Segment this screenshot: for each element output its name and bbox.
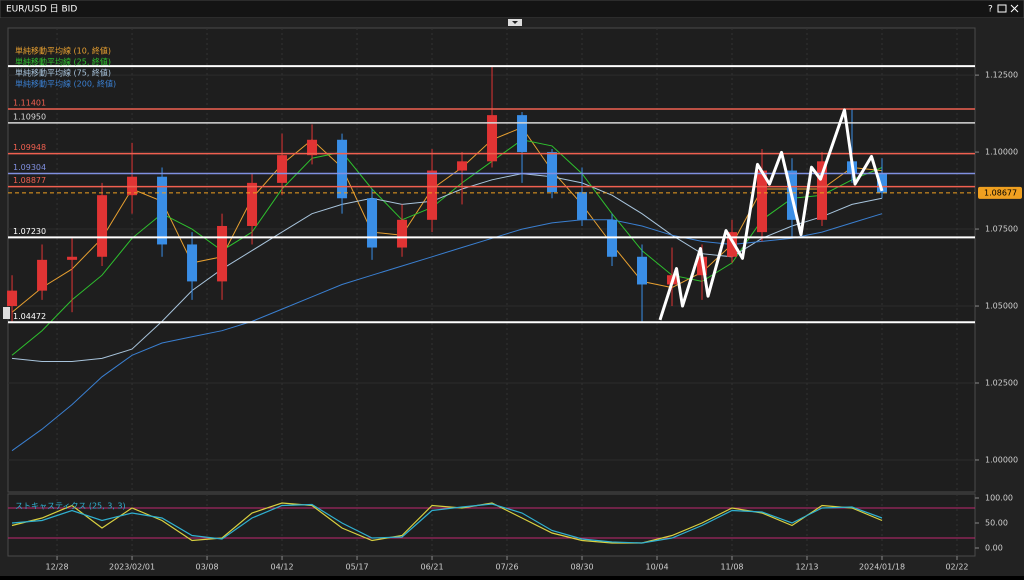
price-panel (7, 27, 976, 493)
x-tick-label: 2024/01/18 (859, 563, 905, 572)
candle-body (757, 170, 768, 233)
candle-body (157, 176, 168, 245)
candle-body (727, 232, 738, 257)
x-tick-label: 12/13 (795, 563, 818, 572)
y-tick-label: 1.00000 (985, 455, 1018, 464)
window-title: EUR/USD 日 BID (6, 4, 77, 15)
candle-body (7, 290, 18, 307)
x-tick-label: 07/26 (495, 563, 518, 572)
candle-body (217, 225, 228, 282)
y-tick-label: 1.02500 (985, 379, 1018, 388)
x-tick-label: 11/08 (720, 563, 743, 572)
x-tick-label: 06/21 (420, 563, 443, 572)
side-toggle[interactable] (3, 307, 10, 319)
candle-body (817, 161, 828, 220)
last-price-label: 1.08677 (984, 188, 1017, 197)
y-tick-label: 1.05000 (985, 302, 1018, 311)
candle-body (367, 198, 378, 248)
candle-body (397, 219, 408, 248)
horizontal-line-label: 1.11401 (13, 98, 46, 107)
candle-body (247, 182, 258, 226)
oscillator-line (11, 502, 883, 544)
oscillator-layer: 100.00 50.00 0.00 12/28 2023/02/01 03/08 04/12… (8, 494, 1013, 572)
legend-entry: 単純移動平均線 (200, 終値) (15, 79, 116, 89)
candle-body (577, 192, 588, 220)
candle-body (97, 195, 108, 257)
collapse-icon (512, 21, 518, 24)
candle-body (307, 139, 318, 156)
x-tick-label: 03/08 (196, 563, 219, 572)
horizontal-line-label: 1.09304 (13, 163, 46, 172)
x-tick-label: 2023/02/01 (109, 563, 155, 572)
x-tick-label: 08/30 (570, 563, 593, 572)
candle-body (637, 256, 648, 285)
y-tick-label: 1.07500 (985, 225, 1018, 234)
legend-entry: 単純移動平均線 (10, 終値) (15, 46, 111, 56)
x-tick-label: 12/28 (46, 563, 69, 572)
legend-entry: 単純移動平均線 (75, 終値) (15, 68, 111, 78)
candle-body (277, 155, 288, 183)
candle-body (187, 244, 198, 282)
help-button[interactable]: ? (988, 5, 993, 15)
y-tick-label: 1.12500 (985, 71, 1018, 80)
horizontal-line-label: 1.10950 (13, 112, 46, 121)
candle-body (457, 161, 468, 171)
candle-body (517, 115, 528, 153)
horizontal-line-label: 1.08877 (13, 176, 46, 185)
x-tick-label: 05/17 (346, 563, 369, 572)
y-tick-label: 50.00 (985, 519, 1008, 528)
candle-body (37, 259, 48, 291)
candle-body (487, 115, 498, 162)
price-layer: 1.00000 1.02500 1.05000 1.07500 1.10000 1.125… (7, 28, 1022, 492)
candle-body (427, 170, 438, 220)
last-price-tag (978, 186, 1022, 199)
y-tick-label: 0.00 (985, 544, 1003, 553)
horizontal-line-label: 1.09948 (13, 143, 46, 152)
y-tick-label: 100.00 (985, 494, 1013, 503)
candle-body (67, 256, 78, 260)
horizontal-line-label: 1.07230 (13, 227, 46, 236)
drawn-zigzag (658, 108, 884, 321)
oscillator-title: ストキャスティクス (25, 3, 3) (15, 502, 126, 511)
maximize-button[interactable] (997, 4, 1007, 13)
horizontal-line-label: 1.04472 (13, 312, 46, 321)
x-tick-label: 04/12 (271, 563, 294, 572)
legend-entry: 単純移動平均線 (25, 終値) (15, 57, 111, 67)
x-tick-label: 02/22 (945, 563, 968, 572)
oscillator-line (11, 503, 883, 544)
candle-body (337, 139, 348, 199)
title-bar (0, 0, 1024, 19)
x-tick-label: 10/04 (645, 563, 668, 572)
candle-body (547, 152, 558, 193)
close-button[interactable] (1010, 4, 1019, 13)
candle-body (877, 173, 888, 193)
y-tick-label: 1.10000 (985, 148, 1018, 157)
